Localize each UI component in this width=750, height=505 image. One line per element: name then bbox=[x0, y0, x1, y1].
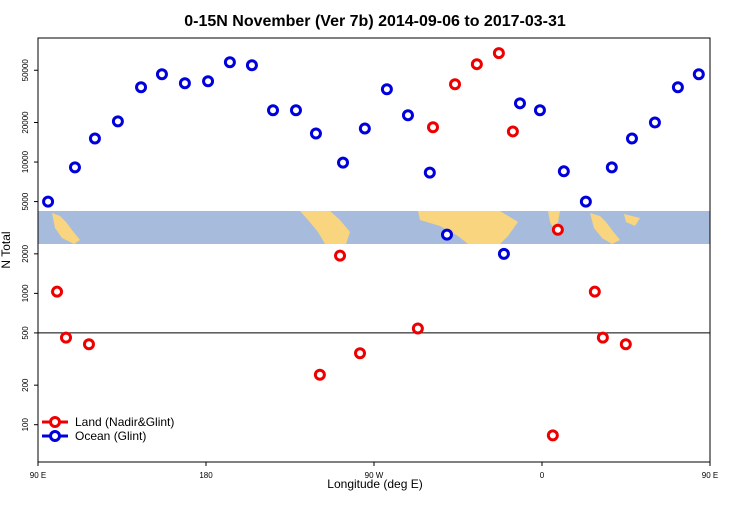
point bbox=[313, 368, 326, 381]
point bbox=[155, 68, 168, 81]
point bbox=[497, 247, 510, 260]
chart-title: 0-15N November (Ver 7b) 2014-09-06 to 20… bbox=[184, 13, 566, 30]
point bbox=[588, 285, 601, 298]
point bbox=[506, 125, 519, 138]
point bbox=[423, 166, 436, 179]
y-tick-label: 5000 bbox=[21, 192, 30, 210]
point bbox=[337, 156, 350, 169]
land bbox=[590, 213, 620, 244]
y-tick-label: 10000 bbox=[21, 150, 30, 173]
point bbox=[648, 116, 661, 129]
point bbox=[692, 68, 705, 81]
point bbox=[178, 77, 191, 90]
point bbox=[513, 97, 526, 110]
point bbox=[51, 285, 64, 298]
point bbox=[426, 121, 439, 134]
x-tick-label: 180 bbox=[199, 471, 213, 480]
point bbox=[135, 81, 148, 94]
land bbox=[548, 211, 560, 230]
land bbox=[624, 214, 640, 226]
x-tick-label: 0 bbox=[540, 471, 545, 480]
x-tick-label: 90 E bbox=[702, 471, 718, 480]
point bbox=[289, 104, 302, 117]
point bbox=[354, 347, 366, 360]
point bbox=[401, 109, 414, 122]
point bbox=[68, 161, 81, 174]
point bbox=[533, 104, 546, 117]
point bbox=[619, 338, 632, 351]
y-axis-label: N Total bbox=[0, 231, 13, 268]
point bbox=[605, 161, 618, 174]
legend-label: Ocean (Glint) bbox=[75, 429, 146, 443]
point bbox=[557, 165, 570, 178]
plot-frame bbox=[37, 37, 711, 463]
legend-marker bbox=[49, 416, 61, 428]
legend-marker bbox=[49, 430, 61, 442]
point bbox=[449, 78, 462, 91]
point bbox=[42, 195, 55, 208]
point bbox=[546, 429, 559, 442]
point bbox=[551, 223, 564, 236]
point bbox=[671, 81, 684, 94]
y-tick-label: 200 bbox=[21, 378, 30, 392]
point bbox=[625, 132, 638, 145]
point bbox=[60, 331, 72, 344]
point bbox=[245, 59, 258, 72]
point bbox=[596, 331, 609, 344]
point bbox=[88, 132, 101, 145]
land bbox=[300, 211, 350, 244]
point bbox=[411, 322, 424, 335]
y-tick-label: 2000 bbox=[21, 244, 30, 262]
point bbox=[82, 338, 95, 351]
point bbox=[358, 122, 371, 135]
land bbox=[52, 213, 80, 244]
point bbox=[309, 127, 322, 140]
land bbox=[418, 211, 518, 244]
x-axis-label: Longitude (deg E) bbox=[327, 477, 422, 491]
y-tick-label: 1000 bbox=[21, 284, 30, 302]
x-tick-label: 90 W bbox=[365, 471, 384, 480]
point bbox=[579, 195, 592, 208]
map-band bbox=[38, 211, 710, 244]
point bbox=[440, 228, 453, 241]
point bbox=[267, 104, 280, 117]
y-tick-label: 50000 bbox=[21, 59, 30, 82]
y-tick-label: 20000 bbox=[21, 111, 30, 134]
x-tick-label: 90 E bbox=[30, 471, 46, 480]
point bbox=[111, 115, 124, 128]
point bbox=[380, 83, 393, 96]
y-tick-label: 100 bbox=[21, 417, 30, 431]
point bbox=[202, 75, 215, 88]
point bbox=[334, 249, 347, 262]
legend-label: Land (Nadir&Glint) bbox=[75, 415, 174, 429]
point bbox=[223, 56, 236, 69]
y-tick-label: 500 bbox=[21, 326, 30, 340]
point bbox=[470, 58, 483, 71]
point bbox=[492, 47, 505, 60]
